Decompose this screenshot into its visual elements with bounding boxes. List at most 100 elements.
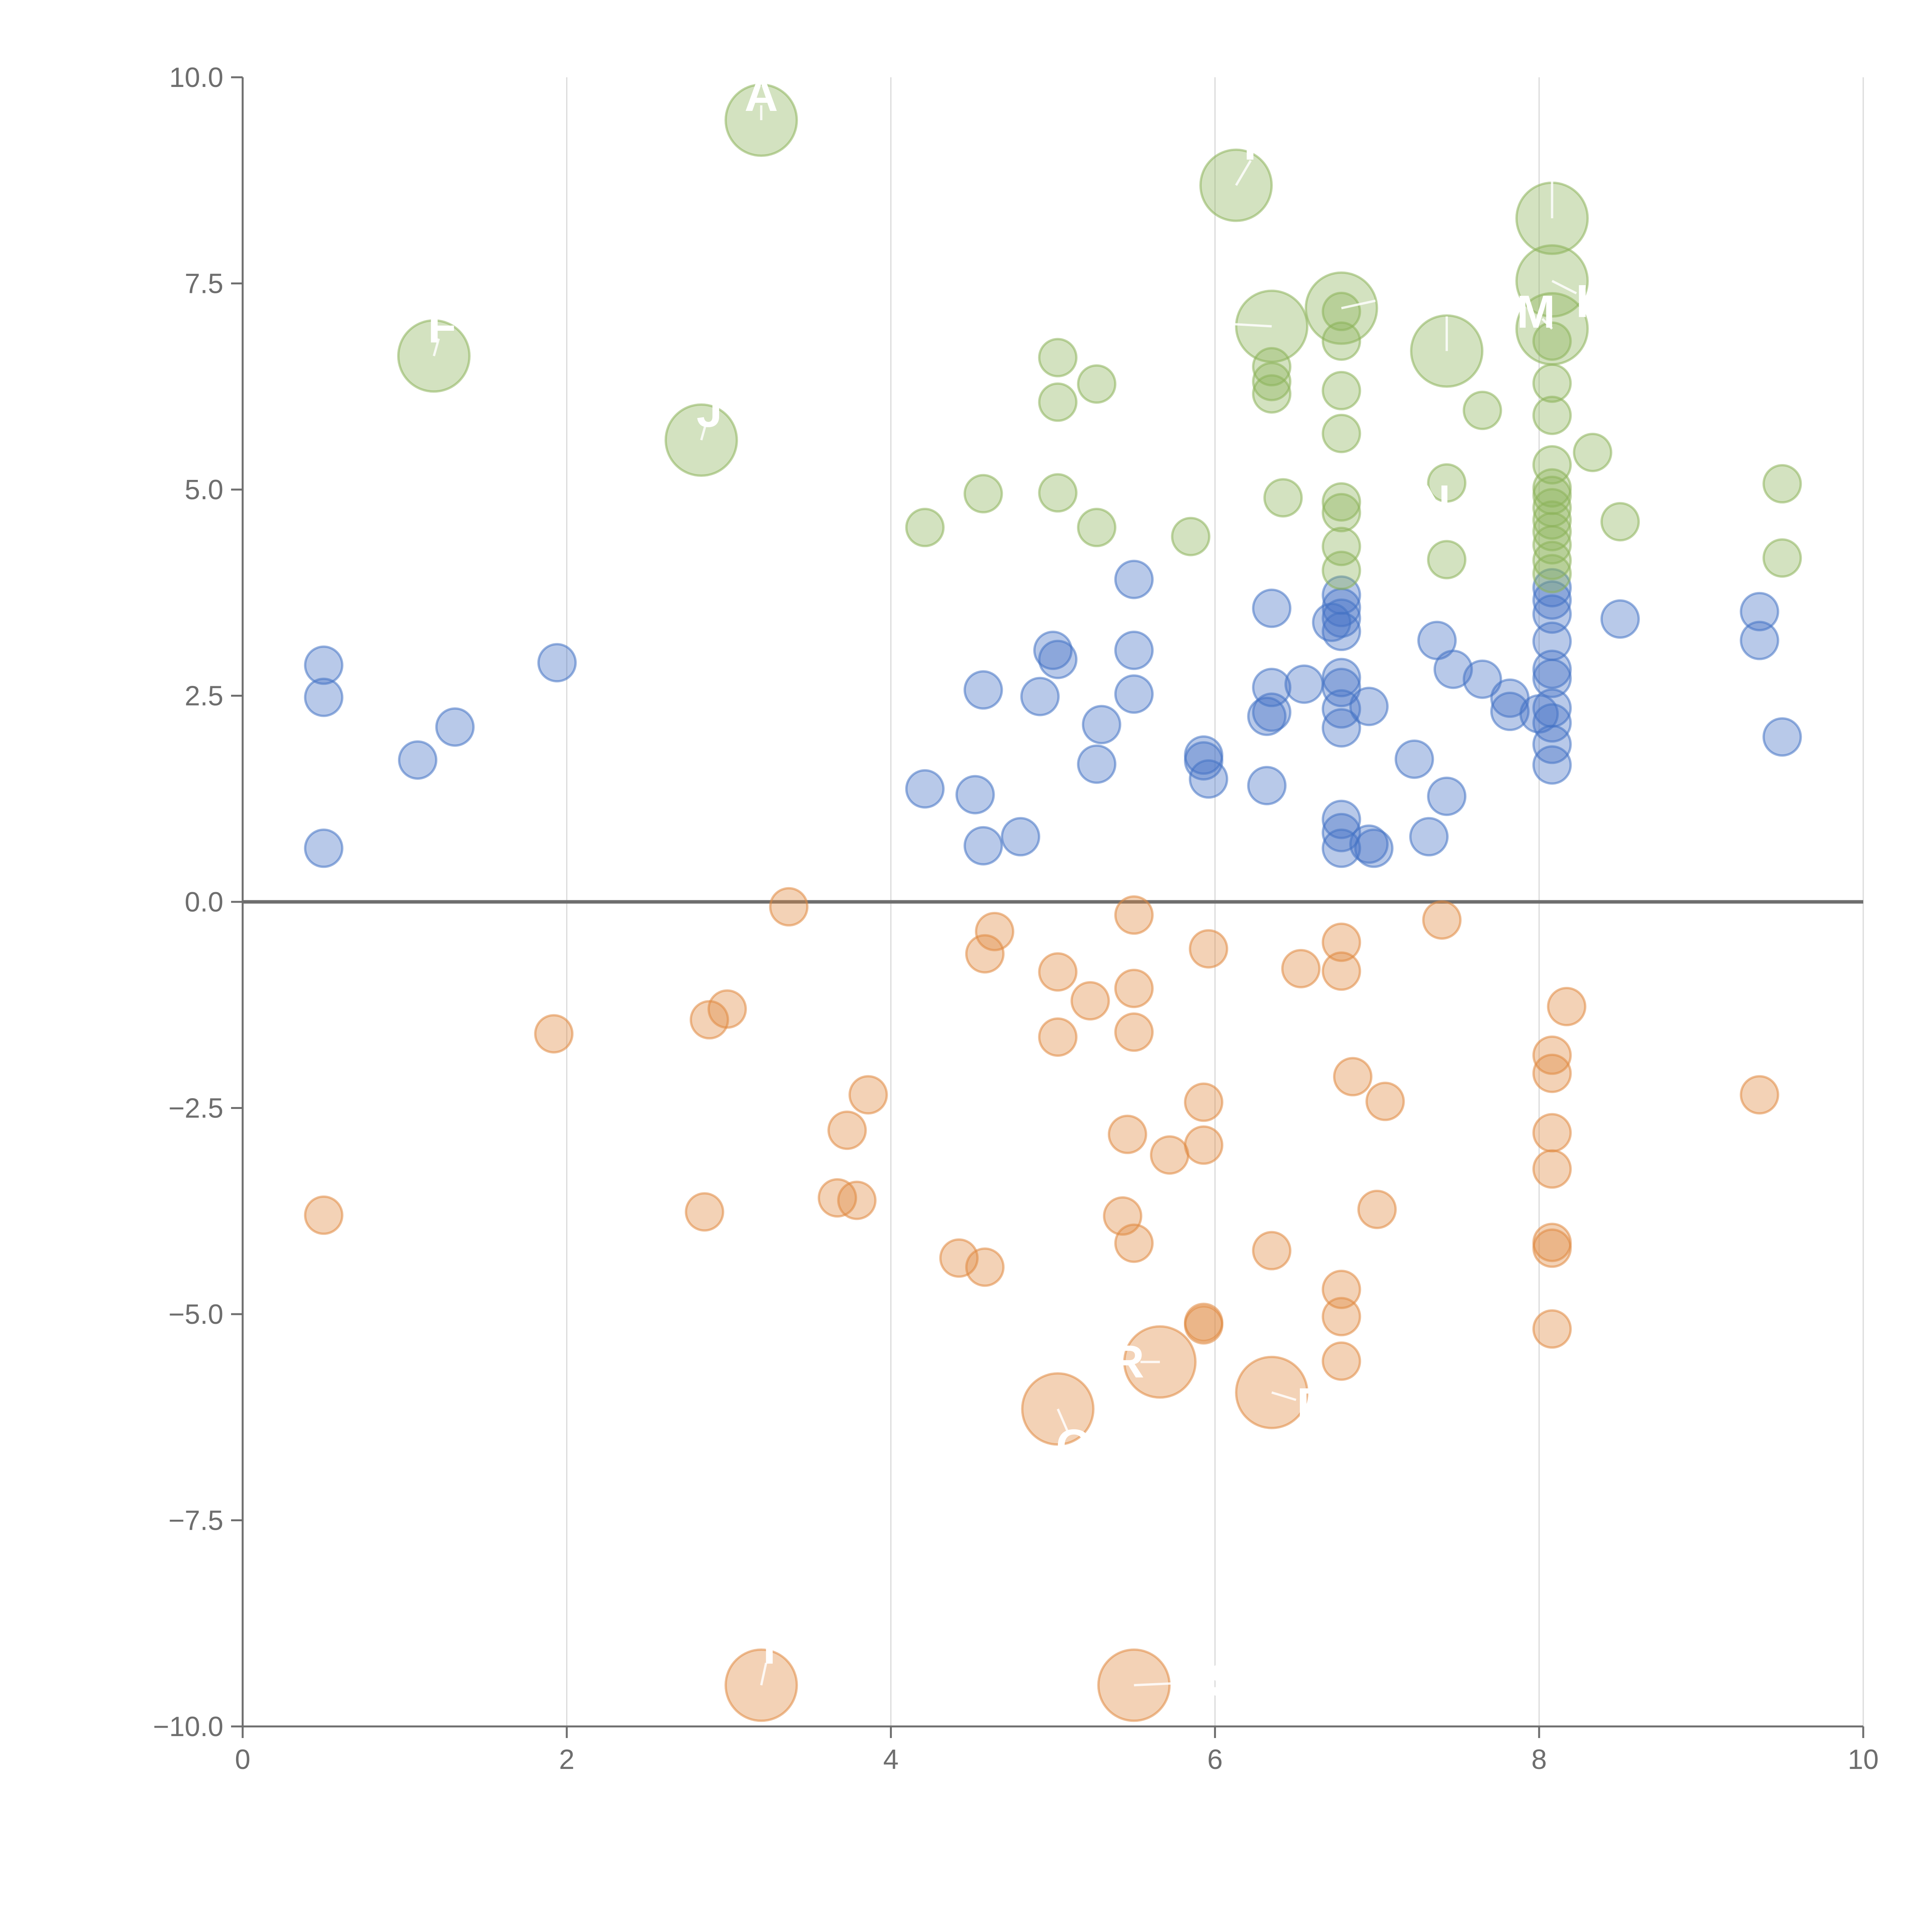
data-point-negative <box>837 1180 877 1220</box>
label-leader-P <box>1271 1391 1296 1401</box>
point-label-T: T <box>755 1622 783 1673</box>
data-point-negative <box>1532 1113 1572 1153</box>
data-points <box>304 292 1802 1381</box>
label-leader-M <box>1541 318 1553 330</box>
data-point-positive-low <box>1354 828 1394 868</box>
data-point-positive-low <box>1532 650 1572 689</box>
data-point-positive-low <box>1312 602 1352 642</box>
y-tick-label: −2.5 <box>168 1093 223 1124</box>
data-point-positive-low <box>537 643 577 683</box>
data-point-negative <box>1281 949 1321 988</box>
data-point-negative <box>1184 1125 1224 1165</box>
label-leader-F <box>433 338 440 357</box>
data-point-positive-low <box>1001 817 1041 857</box>
data-point-positive-low <box>1082 705 1121 745</box>
data-point-positive-low <box>304 645 344 685</box>
data-point-positive-high <box>1038 338 1078 378</box>
data-point-negative <box>939 1238 979 1278</box>
point-labels: A H I K L G M O F J N T S QR P <box>428 69 1609 1707</box>
label-leader-J <box>700 422 707 440</box>
data-point-negative <box>1184 1305 1224 1345</box>
data-point-positive-low <box>1740 621 1779 660</box>
point-label-I: I <box>1546 101 1558 153</box>
data-point-positive-high <box>1263 478 1303 518</box>
point-label-N: N <box>1417 476 1451 527</box>
data-point-positive-low <box>1349 687 1389 726</box>
data-point-negative <box>848 1075 888 1115</box>
data-point-positive-high <box>1321 482 1361 522</box>
data-point-positive-low <box>963 670 1003 710</box>
data-point-positive-high <box>1532 512 1572 551</box>
data-point-negative <box>1321 1341 1361 1381</box>
data-point-negative <box>1740 1075 1779 1115</box>
axis-layer: 0 2 4 6 8 10 −10.0 −7.5 −5.0 −2.5 0.0 2.5 5.0 7.5 10.0 <box>153 62 1879 1775</box>
data-point-positive-low <box>1427 776 1467 816</box>
data-point-positive-high <box>1077 508 1117 548</box>
data-point-negative <box>1321 951 1361 991</box>
point-label-F: F <box>428 301 456 353</box>
data-point-positive-low <box>1395 739 1434 779</box>
y-tick-label: −10.0 <box>153 1711 223 1742</box>
data-point-positive-low <box>1321 668 1361 707</box>
data-point-positive-low <box>1284 664 1324 704</box>
data-point-negative <box>534 1014 574 1054</box>
y-tick-label: 0.0 <box>185 887 223 918</box>
point-label-H: H <box>1243 118 1277 170</box>
data-point-positive-low <box>1600 599 1640 639</box>
data-point-positive-low <box>905 769 945 809</box>
data-point-positive-high <box>1532 321 1572 361</box>
data-point-positive-low <box>1252 668 1292 707</box>
data-point-positive-low <box>1762 717 1802 757</box>
x-tick-label: 2 <box>559 1744 575 1775</box>
y-tick-label: 2.5 <box>185 681 223 712</box>
data-point-negative <box>1114 1012 1154 1052</box>
data-point-positive-high <box>1573 432 1612 472</box>
data-point-positive-low <box>1252 588 1292 628</box>
label-leader-K <box>1551 280 1577 294</box>
y-tick-label: 5.0 <box>185 474 223 505</box>
data-point-positive-high <box>1252 374 1292 414</box>
data-point-positive-low <box>1114 631 1154 670</box>
data-point-negative <box>1333 1057 1372 1097</box>
data-point-positive-low <box>304 828 344 868</box>
label-leader-Q <box>1056 1408 1069 1432</box>
data-point-negative <box>1422 900 1462 940</box>
data-point-positive-high <box>1077 364 1117 404</box>
data-point-positive-low <box>1463 659 1502 699</box>
point-label-G: G <box>1181 296 1217 348</box>
data-point-positive-low <box>1321 658 1361 697</box>
data-point-positive-high <box>1321 551 1361 590</box>
data-point-positive-low <box>1321 799 1361 839</box>
data-point-positive-low <box>1321 708 1361 748</box>
data-point-positive-low <box>1490 692 1530 731</box>
data-point-negative <box>769 887 809 927</box>
data-point-positive-low <box>1532 658 1572 698</box>
data-point-negative <box>1532 1149 1572 1189</box>
data-point-negative <box>1321 1269 1361 1309</box>
data-point-positive-low <box>1409 817 1449 857</box>
x-tick-label: 0 <box>235 1744 250 1775</box>
data-point-negative <box>1038 1017 1078 1057</box>
data-point-positive-high <box>963 474 1003 514</box>
point-label-R: R <box>1111 1336 1145 1388</box>
data-point-negative <box>975 912 1015 951</box>
x-tick-label: 8 <box>1531 1744 1547 1775</box>
data-point-positive-low <box>1114 674 1154 714</box>
data-point-negative <box>685 1192 724 1232</box>
data-point-positive-high <box>1321 413 1361 453</box>
data-point-negative <box>1114 969 1154 1009</box>
data-point-positive-low <box>1247 766 1287 806</box>
data-point-positive-high <box>1321 527 1361 566</box>
point-label-P: P <box>1297 1379 1328 1430</box>
point-label-O: O <box>1429 267 1464 319</box>
data-point-positive-low <box>1114 560 1154 599</box>
point-label-M: M <box>1517 286 1555 338</box>
y-tick-label: 10.0 <box>169 62 223 93</box>
data-point-positive-high <box>1762 464 1802 504</box>
y-tick-label: 7.5 <box>185 269 223 299</box>
x-tick-label: 6 <box>1207 1744 1223 1775</box>
data-point-negative <box>1532 1053 1572 1093</box>
data-point-negative <box>1189 929 1228 969</box>
